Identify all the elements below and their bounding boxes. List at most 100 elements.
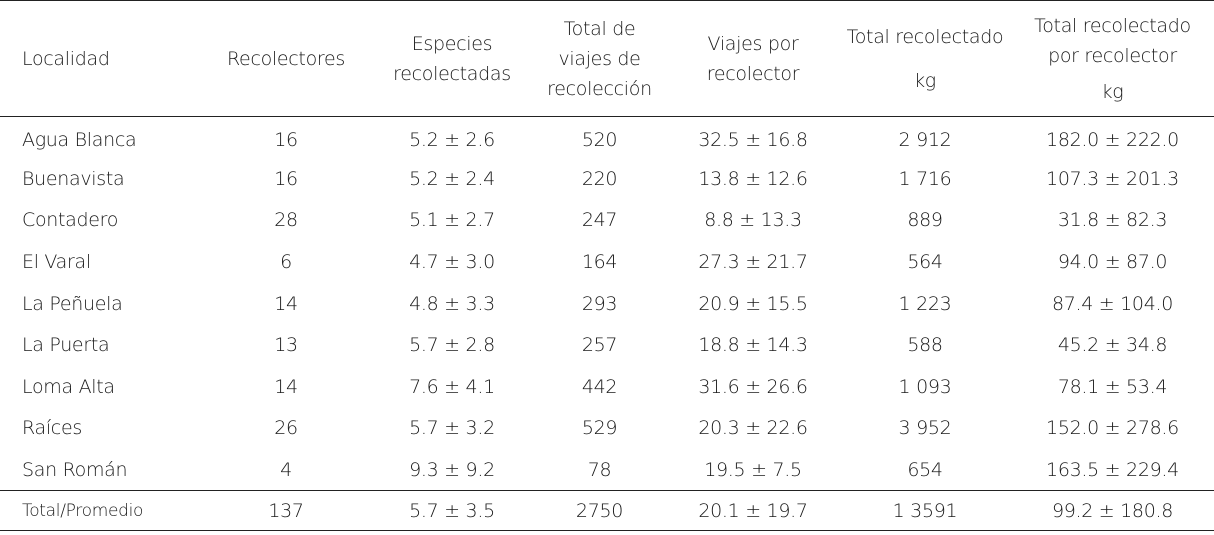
total-cell-localidad: Total/Promedio [22, 500, 144, 521]
cell-total-por-recolector: 107.3 ± 201.3 [1046, 167, 1179, 190]
cell-viajes-por: 32.5 ± 16.8 [698, 128, 808, 151]
header-viajes-por-line2: recolector [706, 62, 800, 85]
cell-viajes-por: 8.8 ± 13.3 [704, 209, 802, 232]
cell-total-por-recolector: 45.2 ± 34.8 [1057, 334, 1168, 357]
header-especies-line1: Especies [411, 32, 493, 55]
header-total-por-recolector: Total recolectado por recolector kg [1011, 1, 1214, 117]
cell-recolectores: 14 [274, 375, 298, 398]
cell-recolectores: 28 [274, 209, 298, 232]
header-viajes-por-line1: Viajes por [707, 32, 799, 55]
header-viajes-total-line1: Total de [563, 17, 636, 40]
header-localidad: Localidad [0, 1, 200, 117]
header-total-por-recolector-line1: Total recolectado [1034, 14, 1191, 37]
cell-total-recolectado: 654 [907, 458, 943, 481]
cell-especies: 9.3 ± 9.2 [409, 458, 495, 481]
header-viajes-total-line2: viajes de [558, 47, 641, 70]
cell-localidad: Loma Alta [22, 375, 115, 398]
header-viajes-por: Viajes por recolector [667, 1, 839, 117]
cell-recolectores: 4 [280, 458, 292, 481]
cell-especies: 5.2 ± 2.6 [409, 128, 495, 151]
cell-total-recolectado: 2 912 [898, 128, 952, 151]
header-especies-line2: recolectadas [393, 62, 511, 85]
header-total-recolectado: Total recolectado kg [839, 1, 1011, 117]
header-viajes-total: Total de viajes de recolección [532, 1, 667, 117]
cell-recolectores: 6 [280, 251, 292, 274]
cell-total-por-recolector: 182.0 ± 222.0 [1046, 128, 1179, 151]
total-cell-total-recolectado: 1 3591 [892, 499, 958, 522]
header-viajes-total-line3: recolección [547, 77, 652, 100]
cell-viajes-total: 247 [581, 209, 618, 232]
cell-total-por-recolector: 87.4 ± 104.0 [1051, 292, 1174, 315]
cell-total-por-recolector: 78.1 ± 53.4 [1057, 375, 1168, 398]
cell-localidad: Agua Blanca [22, 128, 137, 151]
cell-recolectores: 13 [274, 334, 298, 357]
cell-viajes-total: 164 [581, 251, 618, 274]
cell-recolectores: 16 [274, 167, 298, 190]
cell-total-recolectado: 1 093 [898, 375, 952, 398]
cell-total-recolectado: 1 716 [898, 167, 952, 190]
cell-especies: 5.2 ± 2.4 [409, 167, 495, 190]
cell-recolectores: 14 [274, 292, 298, 315]
header-recolectores-line1: Recolectores [227, 47, 345, 70]
table-row: Raíces 26 5.7 ± 3.2 529 20.3 ± 22.6 3 952 152.… [0, 408, 1214, 450]
header-total-por-recolector-line3: kg [1101, 80, 1124, 103]
cell-recolectores: 26 [274, 417, 298, 440]
cell-total-recolectado: 1 223 [898, 292, 952, 315]
table-body: Agua Blanca 16 5.2 ± 2.6 520 32.5 ± 16.8 2 91… [0, 117, 1214, 531]
total-cell-especies: 5.7 ± 3.5 [409, 499, 495, 522]
header-recolectores: Recolectores [200, 1, 372, 117]
table-row: Agua Blanca 16 5.2 ± 2.6 520 32.5 ± 16.8 2 91… [0, 117, 1214, 159]
total-cell-viajes-total: 2750 [575, 499, 624, 522]
header-total-recolectado-line1: Total recolectado [846, 25, 1004, 48]
total-cell-recolectores: 137 [268, 499, 304, 522]
cell-localidad: La Peñuela [22, 292, 123, 315]
cell-especies: 5.7 ± 2.8 [409, 334, 495, 357]
cell-total-recolectado: 564 [907, 251, 943, 274]
table-row: La Puerta 13 5.7 ± 2.8 257 18.8 ± 14.3 588 45.… [0, 324, 1214, 366]
table-row: Loma Alta 14 7.6 ± 4.1 442 31.6 ± 26.6 1 093 7… [0, 366, 1214, 408]
cell-viajes-por: 27.3 ± 21.7 [698, 251, 808, 274]
cell-viajes-total: 520 [581, 128, 618, 151]
cell-recolectores: 16 [274, 128, 298, 151]
table-row: Buenavista 16 5.2 ± 2.4 220 13.8 ± 12.6 1 716… [0, 158, 1214, 200]
cell-especies: 5.7 ± 3.2 [409, 417, 495, 440]
cell-localidad: Contadero [22, 209, 119, 232]
cell-viajes-por: 20.9 ± 15.5 [698, 292, 808, 315]
cell-viajes-total: 78 [587, 458, 612, 481]
table-row: San Román 4 9.3 ± 9.2 78 19.5 ± 7.5 654 163.5 … [0, 449, 1214, 491]
total-cell-total-por-recolector: 99.2 ± 180.8 [1051, 499, 1174, 522]
header-row: Localidad Recolectores Especies recolect… [0, 0, 1214, 117]
cell-viajes-por: 31.6 ± 26.6 [698, 375, 808, 398]
header-especies: Especies recolectadas [372, 1, 532, 117]
total-row: Total/Promedio 137 5.7 ± 3.5 2750 20.1 ± 19.… [0, 490, 1214, 531]
cell-viajes-por: 13.8 ± 12.6 [698, 167, 808, 190]
table-row: La Peñuela 14 4.8 ± 3.3 293 20.9 ± 15.5 1 223… [0, 283, 1214, 325]
header-total-por-recolector-line2: por recolector [1048, 44, 1177, 67]
cell-especies: 4.7 ± 3.0 [409, 251, 495, 274]
cell-viajes-total: 220 [581, 167, 618, 190]
table-row: El Varal 6 4.7 ± 3.0 164 27.3 ± 21.7 564 94.0 … [0, 241, 1214, 283]
cell-viajes-por: 19.5 ± 7.5 [704, 458, 802, 481]
table-row: Contadero 28 5.1 ± 2.7 247 8.8 ± 13.3 889 31.8… [0, 200, 1214, 242]
cell-total-por-recolector: 31.8 ± 82.3 [1057, 209, 1168, 232]
cell-total-por-recolector: 163.5 ± 229.4 [1046, 458, 1179, 481]
cell-viajes-total: 529 [581, 417, 618, 440]
cell-especies: 7.6 ± 4.1 [409, 375, 495, 398]
cell-total-recolectado: 3 952 [898, 417, 952, 440]
cell-localidad: La Puerta [22, 334, 110, 357]
cell-viajes-por: 20.3 ± 22.6 [698, 417, 808, 440]
cell-total-recolectado: 588 [907, 334, 943, 357]
cell-localidad: El Varal [22, 251, 91, 274]
cell-viajes-total: 442 [581, 375, 618, 398]
cell-total-por-recolector: 94.0 ± 87.0 [1057, 251, 1168, 274]
cell-localidad: Buenavista [22, 167, 125, 190]
cell-total-recolectado: 889 [907, 209, 943, 232]
header-total-recolectado-line2: kg [914, 69, 936, 92]
total-cell-viajes-por: 20.1 ± 19.7 [698, 499, 808, 522]
cell-viajes-por: 18.8 ± 14.3 [698, 334, 808, 357]
cell-especies: 4.8 ± 3.3 [409, 292, 495, 315]
cell-especies: 5.1 ± 2.7 [409, 209, 495, 232]
cell-localidad: Raíces [22, 417, 82, 440]
